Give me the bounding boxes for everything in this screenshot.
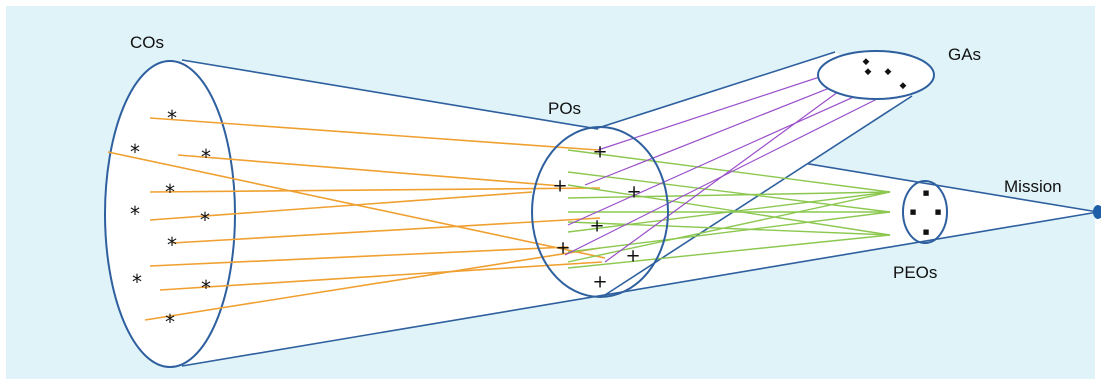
po-plus-mark: + [555, 238, 570, 259]
co-po-link [149, 117, 599, 151]
co-marks: * * * * * * * * * * [130, 106, 211, 334]
co-star-mark: * [201, 276, 211, 300]
co-po-link [149, 246, 569, 267]
co-po-link [171, 217, 601, 244]
label-cos: COs [130, 33, 164, 52]
co-po-link [159, 261, 603, 291]
co-po-link [149, 191, 533, 221]
gas-ellipse [817, 50, 935, 100]
mission-dot [1093, 205, 1101, 219]
po-plus-mark: + [626, 182, 641, 203]
co-po-link [177, 154, 563, 187]
po-peo-link [567, 234, 891, 269]
po-ga-link [567, 77, 897, 226]
label-gas: GAs [948, 45, 981, 64]
po-plus-mark: + [592, 142, 607, 163]
cone-bottom-edge [181, 211, 1099, 367]
co-star-mark: * [167, 106, 177, 130]
ga-diamond-mark: ◆ [863, 57, 870, 67]
co-po-links [107, 117, 606, 321]
label-mission: Mission [1004, 177, 1062, 196]
po-peo-link [567, 171, 891, 213]
po-peo-link [567, 191, 891, 199]
po-plus-mark: + [552, 176, 567, 197]
peo-marks: ■ ■ ■ ■ [910, 189, 942, 236]
ga-cone-top-edge [597, 51, 836, 129]
pos-ellipse [531, 126, 669, 298]
ga-diamond-mark: ◆ [900, 81, 907, 91]
po-peo-link [567, 221, 891, 236]
po-plus-mark: + [625, 246, 640, 267]
po-plus-mark: + [592, 272, 607, 293]
co-star-mark: * [165, 180, 175, 204]
co-star-mark: * [130, 140, 140, 164]
po-plus-mark: + [589, 216, 604, 237]
po-ga-link [604, 69, 869, 263]
ga-cone-fill [598, 52, 912, 295]
co-po-link [149, 187, 601, 193]
co-star-mark: * [201, 145, 211, 169]
ga-diamond-mark: ◆ [885, 67, 892, 77]
po-marks: + + + + + + + [552, 142, 641, 293]
peo-square-mark: ■ [935, 208, 942, 216]
peo-square-mark: ■ [910, 208, 917, 216]
po-peo-link [567, 184, 891, 236]
co-star-mark: * [200, 208, 210, 232]
ga-marks: ◆◆ ◆◆ [863, 57, 907, 91]
co-po-link [144, 247, 601, 321]
peo-square-mark: ■ [923, 228, 930, 236]
po-peo-link [567, 211, 891, 253]
co-star-mark: * [165, 310, 175, 334]
peos-ellipse [902, 180, 948, 244]
co-star-mark: * [167, 233, 177, 257]
peo-square-mark: ■ [923, 189, 930, 197]
co-star-mark: * [130, 202, 140, 226]
label-pos: POs [548, 99, 581, 118]
po-ga-link [564, 85, 904, 256]
co-star-mark: * [132, 270, 142, 294]
label-peos: PEOs [893, 263, 937, 282]
ga-diamond-mark: ◆ [865, 67, 872, 77]
